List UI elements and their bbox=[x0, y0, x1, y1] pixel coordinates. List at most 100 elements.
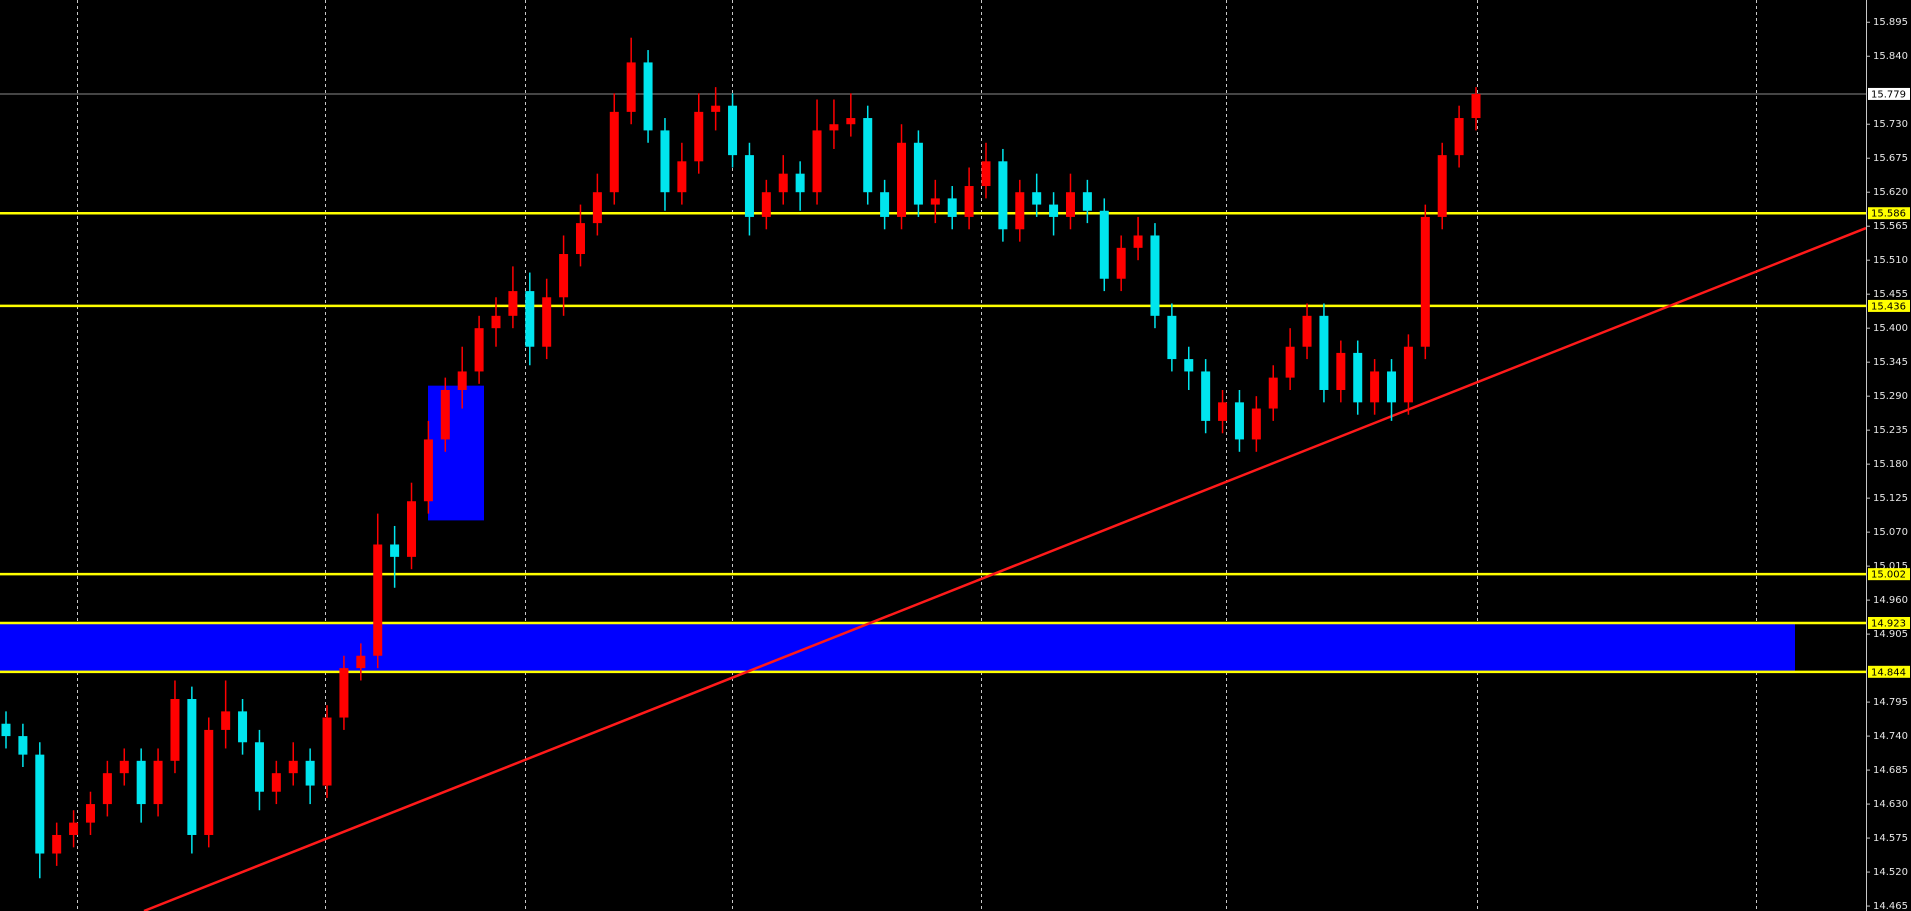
candle-body bbox=[1150, 235, 1160, 316]
candle-body bbox=[440, 389, 450, 440]
y-tick-label: 15.070 bbox=[1873, 527, 1908, 538]
candle-body bbox=[1437, 155, 1447, 217]
candle-body bbox=[609, 111, 619, 193]
candle-body bbox=[1065, 192, 1075, 217]
candle-body bbox=[1353, 352, 1363, 403]
candle-body bbox=[795, 173, 805, 193]
candle-body bbox=[1, 723, 11, 737]
candle-body bbox=[778, 173, 788, 193]
candle-body bbox=[897, 142, 907, 217]
y-tick-label: 15.180 bbox=[1873, 459, 1908, 470]
candle-body bbox=[1032, 192, 1042, 205]
candle-body bbox=[559, 254, 569, 298]
zone bbox=[0, 622, 1795, 672]
candle-body bbox=[305, 760, 315, 786]
candle-body bbox=[288, 760, 298, 774]
trendline bbox=[143, 226, 1867, 911]
candle-body bbox=[1387, 371, 1397, 403]
zone bbox=[428, 385, 484, 521]
candle-body bbox=[170, 699, 180, 761]
candle-body bbox=[1251, 408, 1261, 440]
candle-body bbox=[271, 773, 281, 792]
candle-body bbox=[1049, 204, 1059, 217]
candle-body bbox=[525, 291, 535, 347]
y-tick-label: 15.290 bbox=[1873, 391, 1908, 402]
y-tick-label: 15.565 bbox=[1873, 221, 1908, 232]
candle-body bbox=[1420, 216, 1430, 347]
candle-body bbox=[1234, 402, 1244, 440]
candle-body bbox=[930, 198, 940, 205]
candle-body bbox=[69, 822, 79, 835]
level-label: 15.002 bbox=[1871, 570, 1906, 581]
candle-body bbox=[947, 198, 957, 217]
level-label: 15.586 bbox=[1871, 209, 1906, 220]
candle-body bbox=[35, 754, 45, 854]
level-label-bg bbox=[1868, 568, 1910, 581]
y-tick-label: 15.125 bbox=[1873, 493, 1908, 504]
candle-body bbox=[1370, 371, 1380, 403]
y-tick-label: 15.235 bbox=[1873, 425, 1908, 436]
candle-body bbox=[322, 717, 332, 786]
candle-body bbox=[423, 439, 433, 502]
y-tick-label: 15.400 bbox=[1873, 323, 1908, 334]
candle-body bbox=[728, 105, 738, 156]
candle-body bbox=[981, 161, 991, 187]
candle-body bbox=[1285, 346, 1295, 378]
candle-body bbox=[1167, 315, 1177, 360]
candle-body bbox=[542, 297, 552, 347]
candle-body bbox=[254, 742, 264, 792]
candle-body bbox=[373, 544, 383, 656]
y-tick-label: 14.575 bbox=[1873, 833, 1908, 844]
y-tick-label: 15.730 bbox=[1873, 119, 1908, 130]
candle-body bbox=[1099, 210, 1109, 279]
candle-body bbox=[457, 371, 467, 390]
candle-body bbox=[711, 105, 721, 112]
y-tick-label: 14.960 bbox=[1873, 595, 1908, 606]
price-axis-bg bbox=[1866, 0, 1911, 911]
candle-body bbox=[356, 655, 366, 669]
candle-body bbox=[744, 155, 754, 217]
candle-body bbox=[204, 729, 214, 835]
level-label: 14.923 bbox=[1871, 618, 1906, 629]
candle-body bbox=[660, 130, 670, 193]
candle-body bbox=[677, 161, 687, 193]
candle-body bbox=[1218, 402, 1228, 421]
candle-body bbox=[187, 699, 197, 835]
y-tick-label: 15.015 bbox=[1873, 561, 1908, 572]
candle-body bbox=[407, 501, 417, 557]
candle-body bbox=[18, 736, 28, 755]
candle-body bbox=[153, 760, 163, 805]
level-label-bg bbox=[1868, 616, 1910, 629]
candle-body bbox=[339, 668, 349, 718]
candle-body bbox=[474, 328, 484, 372]
candle-body bbox=[863, 118, 873, 193]
candle-body bbox=[1319, 315, 1329, 390]
y-tick-label: 15.840 bbox=[1873, 51, 1908, 62]
y-tick-label: 14.630 bbox=[1873, 799, 1908, 810]
y-tick-label: 15.345 bbox=[1873, 357, 1908, 368]
candle-body bbox=[913, 142, 923, 205]
y-tick-label: 15.510 bbox=[1873, 255, 1908, 266]
candle-body bbox=[1471, 93, 1481, 119]
candle-body bbox=[1133, 235, 1143, 248]
candle-body bbox=[846, 118, 856, 125]
candle-body bbox=[52, 834, 62, 854]
candle-body bbox=[998, 161, 1008, 230]
y-tick-label: 14.740 bbox=[1873, 731, 1908, 742]
candle-body bbox=[592, 192, 602, 224]
candle-body bbox=[575, 223, 585, 255]
candle-body bbox=[1336, 352, 1346, 390]
y-tick-label: 15.620 bbox=[1873, 187, 1908, 198]
candle-body bbox=[491, 315, 501, 329]
candle-body bbox=[1201, 371, 1211, 421]
candle-body bbox=[1184, 359, 1194, 372]
candle-body bbox=[390, 544, 400, 557]
candle-body bbox=[643, 62, 653, 131]
level-label: 15.436 bbox=[1871, 301, 1906, 312]
candle-body bbox=[761, 192, 771, 217]
y-tick-label: 14.795 bbox=[1873, 697, 1908, 708]
candle-body bbox=[119, 760, 129, 774]
candle-body bbox=[829, 124, 839, 131]
